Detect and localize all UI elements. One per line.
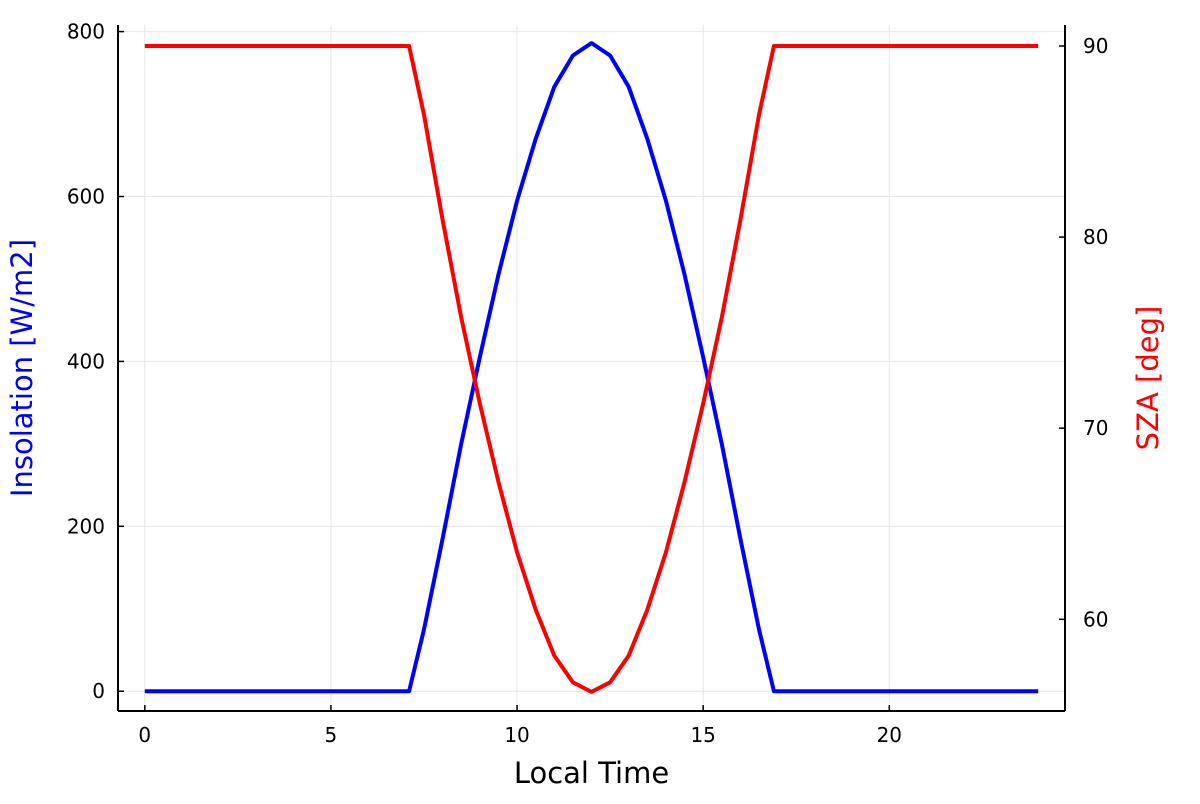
left-y-axis-title: Insolation [W/m2] xyxy=(5,239,39,497)
left-y-tick-label: 200 xyxy=(67,514,105,538)
grid-layer xyxy=(118,25,1065,711)
right-y-tick-label: 90 xyxy=(1083,34,1108,58)
sza-series-line xyxy=(144,44,1039,694)
x-axis-title: Local Time xyxy=(514,756,669,790)
x-tick-label: 20 xyxy=(877,723,902,747)
right-y-tick-label: 80 xyxy=(1083,225,1108,249)
left-y-tick-label: 400 xyxy=(67,349,105,373)
right-y-tick-label: 60 xyxy=(1083,607,1108,631)
x-tick-label: 10 xyxy=(504,723,529,747)
right-y-tick-label: 70 xyxy=(1083,416,1108,440)
series-layer xyxy=(144,41,1039,694)
axes-layer xyxy=(117,25,1066,712)
right-y-axis-title: SZA [deg] xyxy=(1131,306,1165,451)
insolation-series-line xyxy=(144,41,1039,694)
left-y-tick-label: 0 xyxy=(92,679,105,703)
left-y-tick-label: 800 xyxy=(67,20,105,44)
x-tick-label: 0 xyxy=(138,723,151,747)
left-y-tick-label: 600 xyxy=(67,185,105,209)
x-tick-label: 15 xyxy=(690,723,715,747)
x-tick-label: 5 xyxy=(325,723,338,747)
